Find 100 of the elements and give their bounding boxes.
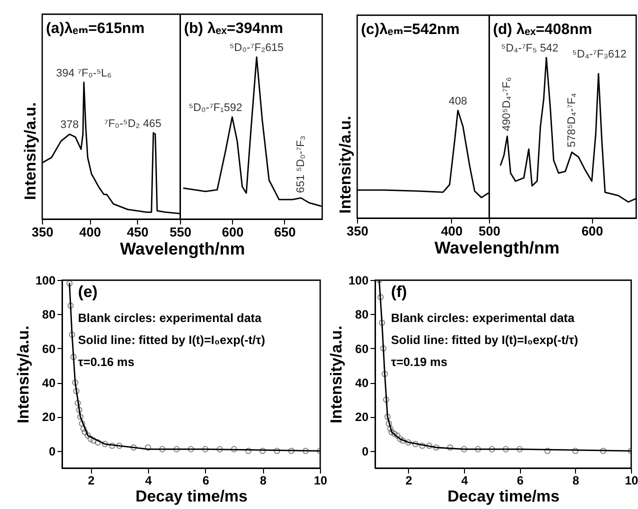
point [400,438,406,444]
point [260,448,266,454]
annotation: ⁷F₀-⁵D₂ 465 [104,118,162,130]
point [274,448,280,454]
point [394,432,400,439]
annotation: 408 [448,95,468,108]
y-tick-label: 0 [48,444,56,458]
point [245,448,252,454]
x-tick-label: 600 [581,224,604,238]
y-tick-label: 20 [355,410,369,424]
x-tick-label: 8 [572,474,580,488]
x-axis-title: Decay time/ms [447,488,560,506]
point [419,442,426,449]
point [70,354,77,360]
annotation: ⁵D₀-⁷F₁592 [188,102,242,114]
point [387,426,394,432]
point [405,439,412,446]
y-tick-label: 0 [362,444,369,458]
annotation: (e) [78,284,98,301]
x-tick-label: 2 [88,474,95,488]
point [144,444,152,451]
y-tick-label: 20 [42,410,56,424]
y-tick-label: 100 [348,274,369,288]
point [159,446,166,452]
x-tick-label: 400 [79,224,101,240]
text: (d) λₑₓ=408nm [493,21,592,38]
x-tick-label: 8 [260,474,267,488]
y-axis-title: Intensity/a.u. [328,326,346,424]
point [600,448,606,454]
point [384,414,391,420]
point [76,406,82,414]
x-tick-label: 500 [478,224,500,238]
point [80,426,87,432]
y-tick-label: 40 [42,376,56,390]
x-tick-label: 600 [222,224,244,240]
point [388,428,395,436]
point [188,446,194,452]
y-tick-label: 80 [42,308,56,322]
x-tick-label: 350 [346,224,368,238]
annotation: Blank circles: experimental data [391,311,575,325]
x-tick-label: 450 [126,224,149,240]
point [116,442,122,449]
x-axis-title: Decay time/ms [135,488,248,506]
x-tick-label: 650 [274,224,296,240]
text: (a)λₑₘ=615nm [46,20,145,37]
point [109,442,116,449]
y-tick-label: 100 [35,274,56,288]
annotation: 378 [60,119,79,132]
annotation: τ=0.19 ms [391,355,448,369]
point [230,446,238,452]
x-tick-label: 2 [406,474,413,488]
x-tick-label: 350 [32,224,54,240]
annotation: 490⁵D₄-⁷F₆ [501,77,514,132]
y-tick-label: 40 [355,376,369,390]
annotation: 394 ⁷F₀-⁵L₆ [56,67,112,80]
y-tick-label: 60 [355,342,369,356]
x-tick-label: 4 [145,474,152,488]
annotation: 578⁵D₄-⁷F₄ [566,92,578,148]
point [474,446,482,452]
point [488,446,496,452]
point [391,430,398,437]
point [72,379,78,386]
point [130,444,137,451]
annotation: ⁵D₄-⁷F₅ 542 [501,42,558,55]
annotation: τ=0.16 ms [78,355,135,369]
annotation: (f) [391,284,407,301]
point [288,448,294,454]
point [78,420,86,427]
point [412,440,418,448]
point [516,446,523,452]
point [73,388,80,394]
point [174,446,180,452]
annotation: Solid line: fitted by I(t)=I₀exp(-t/τ) [78,333,266,347]
point [77,414,84,420]
point [502,446,509,452]
x-axis-title: Wavelength/nm [120,240,245,258]
point [380,345,386,352]
point [68,332,76,338]
y-tick-label: 80 [355,308,369,322]
point [433,444,440,451]
point [446,444,454,451]
x-tick-label: 6 [202,474,210,488]
point [66,280,73,287]
point [84,432,91,439]
x-tick-label: 6 [516,474,524,488]
point [82,428,88,436]
point [102,440,108,448]
annotation: Solid line: fitted by I(t)=I₀exp(-t/τ) [391,333,578,347]
y-tick-label: 60 [42,342,56,356]
point [460,446,468,452]
point [378,320,386,326]
annotation: ⁵D₄-⁷F₃612 [572,48,626,61]
text: (b) λₑₓ=394nm [184,20,284,37]
x-tick-label: 400 [440,224,463,238]
x-tick-label: 10 [624,474,638,488]
point [426,442,432,449]
x-axis-title: Wavelength/nm [434,238,560,258]
text: (c)λₑₘ=542nm [361,21,460,38]
y-axis-title: Intensity/a.u. [338,116,354,214]
annotation: ⁵D₀-⁷F₂615 [230,42,284,54]
